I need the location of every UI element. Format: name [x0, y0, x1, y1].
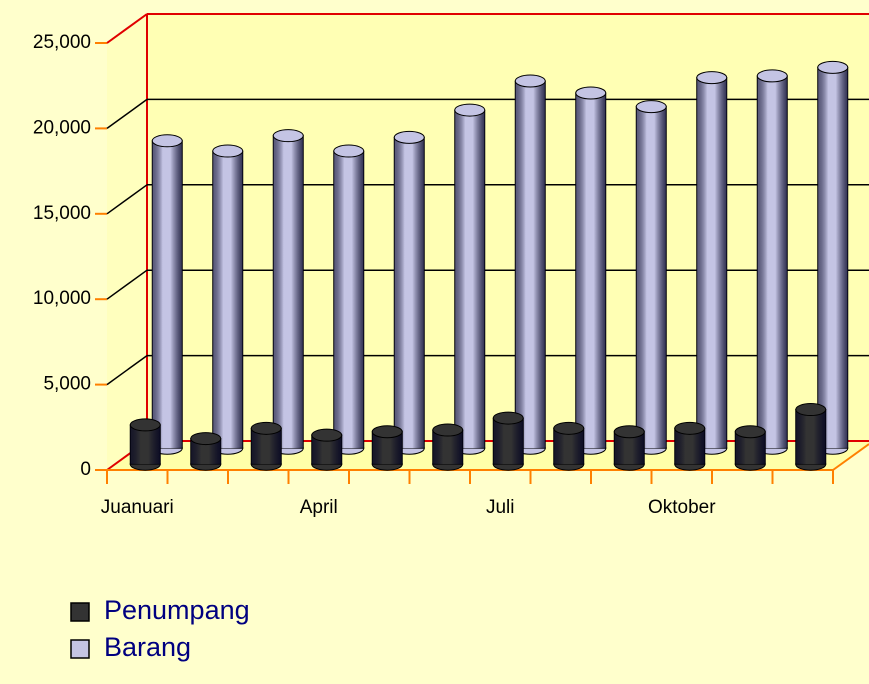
bar-top	[613, 425, 645, 439]
bar-top	[393, 130, 425, 144]
bar-shade	[817, 67, 848, 449]
bar-top	[575, 86, 607, 100]
bar-shade	[636, 106, 667, 449]
x-tick-label: Juli	[486, 497, 515, 518]
bar-top	[129, 418, 161, 432]
bar-shade	[394, 137, 425, 449]
bar-top	[817, 60, 849, 74]
bar-top	[311, 428, 343, 442]
legend-label: Barang	[104, 632, 191, 662]
bar-shade	[454, 110, 485, 449]
bar-top	[371, 425, 403, 439]
bar-shade	[696, 77, 727, 449]
bar-top	[734, 425, 766, 439]
bar-shade	[130, 424, 161, 465]
bar-shade	[575, 92, 606, 449]
y-tick-label: 25,000	[33, 32, 91, 53]
bar-top	[212, 144, 244, 158]
bar-top	[250, 421, 282, 435]
x-tick-label: Oktober	[648, 497, 716, 518]
y-tick-label: 5,000	[43, 374, 91, 395]
bar-top	[432, 423, 464, 437]
bar-top	[756, 69, 788, 83]
bar-top	[795, 403, 827, 417]
bar-top	[272, 129, 304, 143]
y-tick-label: 0	[80, 459, 91, 480]
bar-top	[190, 432, 222, 446]
bar-top	[492, 411, 524, 425]
legend-swatch	[70, 602, 90, 622]
bar-top	[674, 421, 706, 435]
bar-shade	[515, 81, 546, 449]
back-wall	[147, 14, 869, 441]
bar-shade	[795, 409, 826, 465]
bar-top	[514, 74, 546, 88]
grid-line	[106, 13, 148, 44]
bar-shade	[152, 140, 183, 449]
y-tick-label: 20,000	[33, 117, 91, 138]
bar-shade	[212, 151, 243, 449]
bar-top	[151, 134, 183, 148]
grid-line	[106, 98, 148, 130]
side-wall	[107, 14, 147, 470]
legend-swatch	[70, 639, 90, 659]
bar-shade	[333, 151, 364, 449]
grid-line	[106, 184, 148, 215]
y-tick-label: 10,000	[33, 288, 91, 309]
legend-label: Penumpang	[104, 595, 250, 625]
grid-line	[106, 269, 148, 300]
bar-top	[454, 103, 486, 117]
bar-shade	[493, 418, 524, 465]
x-tick-label: April	[300, 497, 338, 518]
grid-line	[106, 354, 148, 386]
x-tick-label: Juanuari	[101, 497, 174, 518]
bar-top	[635, 100, 667, 114]
floor-edge	[832, 443, 869, 471]
bar-top	[553, 421, 585, 435]
bar-top	[696, 71, 728, 85]
bar-shade	[757, 75, 788, 449]
y-tick-label: 15,000	[33, 203, 91, 224]
bar-top	[333, 144, 365, 158]
bar-shade	[273, 135, 304, 449]
